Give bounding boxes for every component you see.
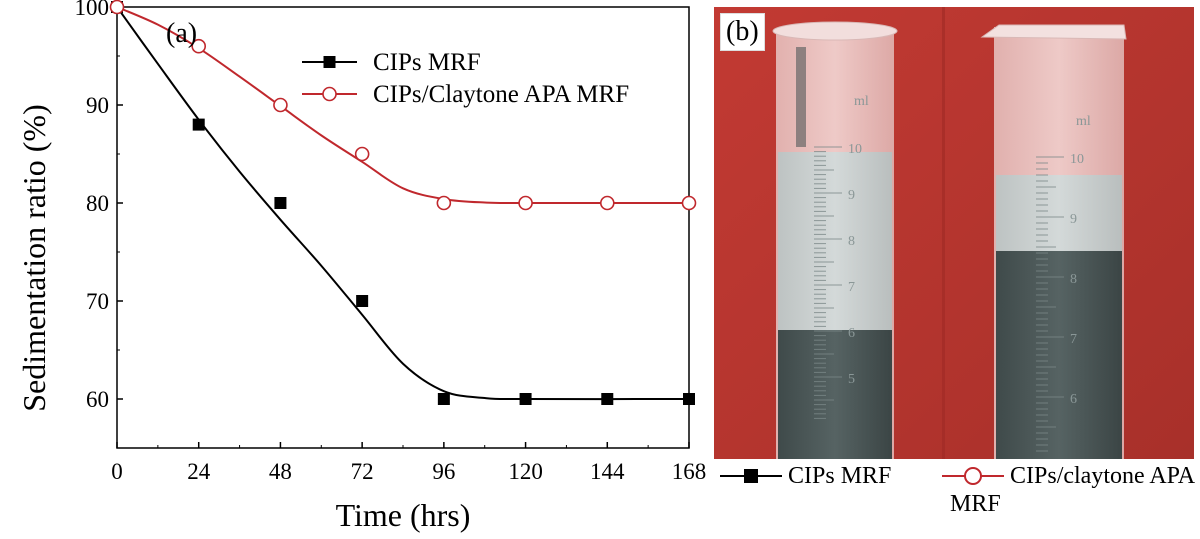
data-point-square: [192, 118, 205, 131]
data-point-square: [437, 393, 450, 405]
cylinder-scale-label: 8: [1070, 272, 1077, 287]
photo-legend-label-cips: CIPs MRF: [788, 463, 892, 489]
photo-legend-item-claytone: CIPs/claytone APA MRF: [942, 462, 1195, 518]
open-circle-marker-icon: [942, 467, 1004, 485]
cylinder-scale-label: 7: [1070, 332, 1077, 347]
legend-marker-circle: [322, 86, 337, 102]
panel-label-b: (b): [720, 13, 765, 51]
photo-legend-item-cips: CIPs MRF: [720, 462, 891, 490]
cylinder-unit-label: ml: [1076, 114, 1091, 129]
data-point-circle: [518, 195, 533, 211]
left-cylinder: 10 9 8 7 6 5 ml: [772, 21, 898, 459]
y-tick-label: 80: [86, 191, 109, 216]
x-tick-label: 120: [508, 459, 543, 484]
data-point-square: [601, 393, 614, 405]
photo-legend-label-claytone-2: MRF: [950, 491, 1001, 517]
y-tick-label: 70: [86, 289, 109, 314]
sedimentation-chart: 0 24 48 72 96 120 144 168 60 70 80 90 100 (a) Time (…: [16, 0, 707, 533]
data-point-circle: [273, 97, 288, 113]
x-tick-label: 72: [351, 459, 374, 484]
x-tick-label: 168: [672, 459, 707, 484]
y-tick-label: 90: [86, 93, 109, 118]
x-tick-label: 48: [269, 459, 292, 484]
data-point-circle: [354, 146, 370, 162]
photo-legend: CIPs MRF CIPs/claytone APA MRF: [720, 462, 1200, 532]
filled-square-marker-icon: [720, 469, 782, 483]
legend-label: CIPs/Claytone APA MRF: [373, 81, 629, 108]
data-point-square: [519, 393, 532, 405]
right-cylinder: 10 9 8 7 6 ml: [980, 24, 1127, 459]
y-tick-label: 60: [86, 387, 109, 412]
cylinder-scale-label: 10: [848, 142, 862, 157]
data-point-circle: [599, 195, 615, 211]
cylinder-scale-label: 6: [848, 326, 855, 341]
x-tick-label: 96: [432, 459, 455, 484]
cylinder-scale-label: 5: [848, 372, 855, 387]
cylinder-photo: 10 9 8 7 6 5 ml 10 9 8 7 6 ml (b): [714, 7, 1194, 459]
data-point-square: [356, 295, 369, 307]
cylinder-scale-label: 10: [1070, 152, 1084, 167]
x-tick-label: 24: [187, 459, 211, 484]
legend-label: CIPs MRF: [373, 49, 481, 76]
series-layer: [109, 0, 697, 405]
x-axis-title: Time (hrs): [336, 497, 471, 533]
cylinder-scale-label: 6: [1070, 392, 1077, 407]
y-tick-label: 100: [75, 0, 110, 20]
photo-legend-label-claytone-1: CIPs/claytone APA: [1010, 463, 1196, 489]
cylinder-unit-label: ml: [854, 94, 869, 109]
cylinder-scale-label: 9: [848, 188, 855, 203]
data-point-circle: [191, 38, 207, 54]
series-line-0: [116, 6, 690, 401]
legend-marker-square: [323, 56, 336, 68]
cylinder-scale-label: 8: [848, 234, 855, 249]
data-point-square: [683, 393, 695, 405]
data-point-square: [274, 197, 287, 209]
data-point-circle: [681, 195, 697, 211]
x-tick-label: 144: [590, 459, 625, 484]
y-axis-title: Sedimentation ratio (%): [16, 104, 52, 411]
cylinder-photo-drawing: 10 9 8 7 6 5 ml 10 9 8 7 6 ml: [714, 7, 1194, 459]
data-point-circle: [109, 0, 125, 15]
chart-legend: CIPs MRF CIPs/Claytone APA MRF: [302, 49, 629, 108]
x-tick-label: 0: [111, 459, 123, 484]
cylinder-scale-label: 7: [848, 280, 855, 295]
cylinder-scale-label: 9: [1070, 212, 1077, 227]
data-point-circle: [436, 195, 452, 211]
axis-ticks: 0 24 48 72 96 120 144 168 60 70 80 90 100: [75, 0, 707, 484]
panel-label-a: (a): [166, 18, 197, 49]
